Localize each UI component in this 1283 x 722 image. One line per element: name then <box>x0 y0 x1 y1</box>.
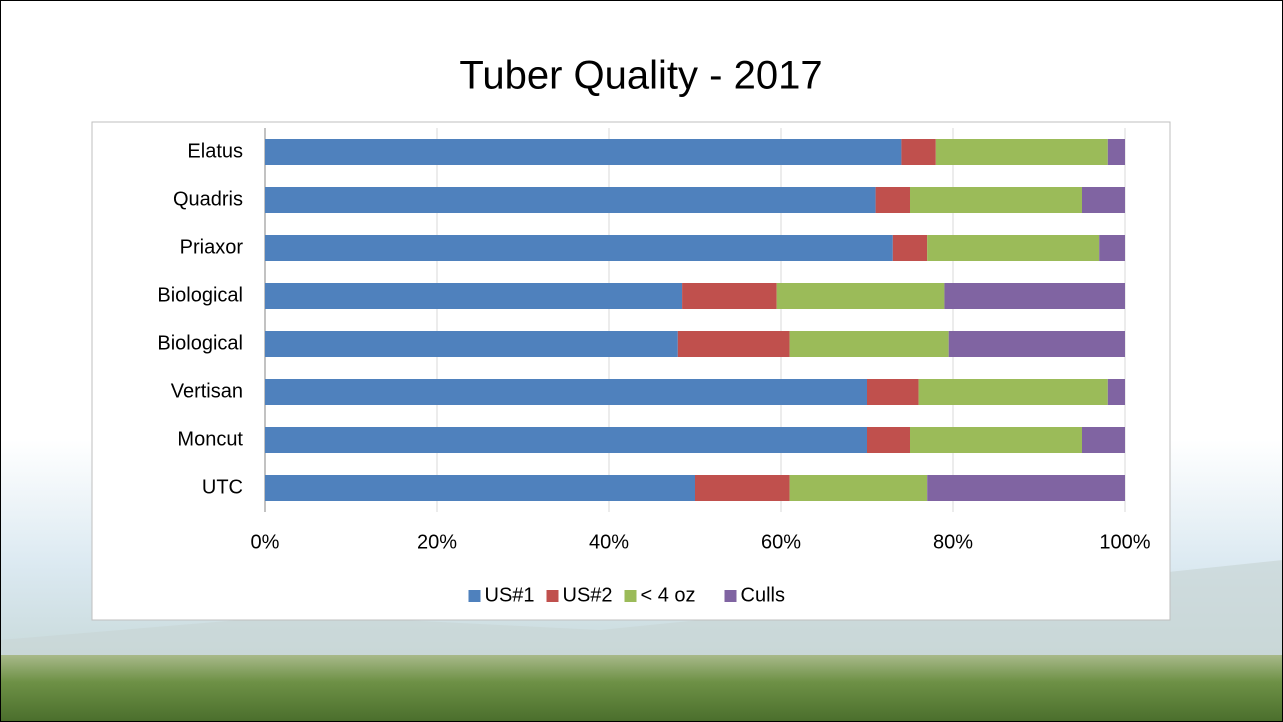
bar-segment <box>927 235 1099 261</box>
y-tick-label: Priaxor <box>180 236 244 258</box>
bar-segment <box>910 187 1082 213</box>
legend-label: US#1 <box>485 584 535 606</box>
x-tick-label: 0% <box>251 531 280 553</box>
bar-segment <box>936 139 1108 165</box>
legend-label: < 4 oz <box>641 584 696 606</box>
bar-segment <box>927 475 1125 501</box>
bar-segment <box>790 331 949 357</box>
bar-segment <box>265 379 867 405</box>
y-tick-label: Elatus <box>187 140 243 162</box>
legend-swatch <box>725 590 737 602</box>
legend-swatch <box>625 590 637 602</box>
bar-segment <box>1082 427 1125 453</box>
x-tick-label: 40% <box>589 531 629 553</box>
y-tick-label: Vertisan <box>171 380 243 402</box>
bar-segment <box>867 427 910 453</box>
x-tick-label: 20% <box>417 531 457 553</box>
bar-segment <box>876 187 910 213</box>
y-tick-label: Quadris <box>173 188 243 210</box>
bar-segment <box>265 235 893 261</box>
legend-label: Culls <box>741 584 785 606</box>
y-tick-label: Biological <box>157 332 243 354</box>
bar-segment <box>1099 235 1125 261</box>
bar-segment <box>1082 187 1125 213</box>
field <box>0 655 1283 722</box>
bar-segment <box>790 475 928 501</box>
legend-swatch <box>469 590 481 602</box>
chart-title: Tuber Quality - 2017 <box>459 54 822 98</box>
bar-segment <box>682 283 777 309</box>
y-tick-label: UTC <box>202 476 243 498</box>
bar-segment <box>265 187 876 213</box>
bar-segment <box>777 283 945 309</box>
bar-segment <box>265 331 678 357</box>
bar-segment <box>901 139 935 165</box>
bar-segment <box>678 331 790 357</box>
legend-swatch <box>547 590 559 602</box>
bar-segment <box>893 235 927 261</box>
y-tick-label: Biological <box>157 284 243 306</box>
bar-segment <box>867 379 919 405</box>
bar-segment <box>265 283 682 309</box>
bar-segment <box>1108 139 1125 165</box>
bar-segment <box>1108 379 1125 405</box>
legend-label: US#2 <box>563 584 613 606</box>
x-tick-label: 80% <box>933 531 973 553</box>
bar-segment <box>265 139 901 165</box>
bar-segment <box>695 475 790 501</box>
bar-segment <box>265 427 867 453</box>
x-tick-label: 100% <box>1099 531 1150 553</box>
bar-segment <box>265 475 695 501</box>
y-tick-label: Moncut <box>177 428 243 450</box>
bar-segment <box>919 379 1108 405</box>
x-tick-label: 60% <box>761 531 801 553</box>
bar-segment <box>910 427 1082 453</box>
bar-segment <box>949 331 1125 357</box>
slide: Tuber Quality - 2017 0% 20% 40% 60% 80% 100% E… <box>0 0 1283 722</box>
bar-segment <box>944 283 1125 309</box>
